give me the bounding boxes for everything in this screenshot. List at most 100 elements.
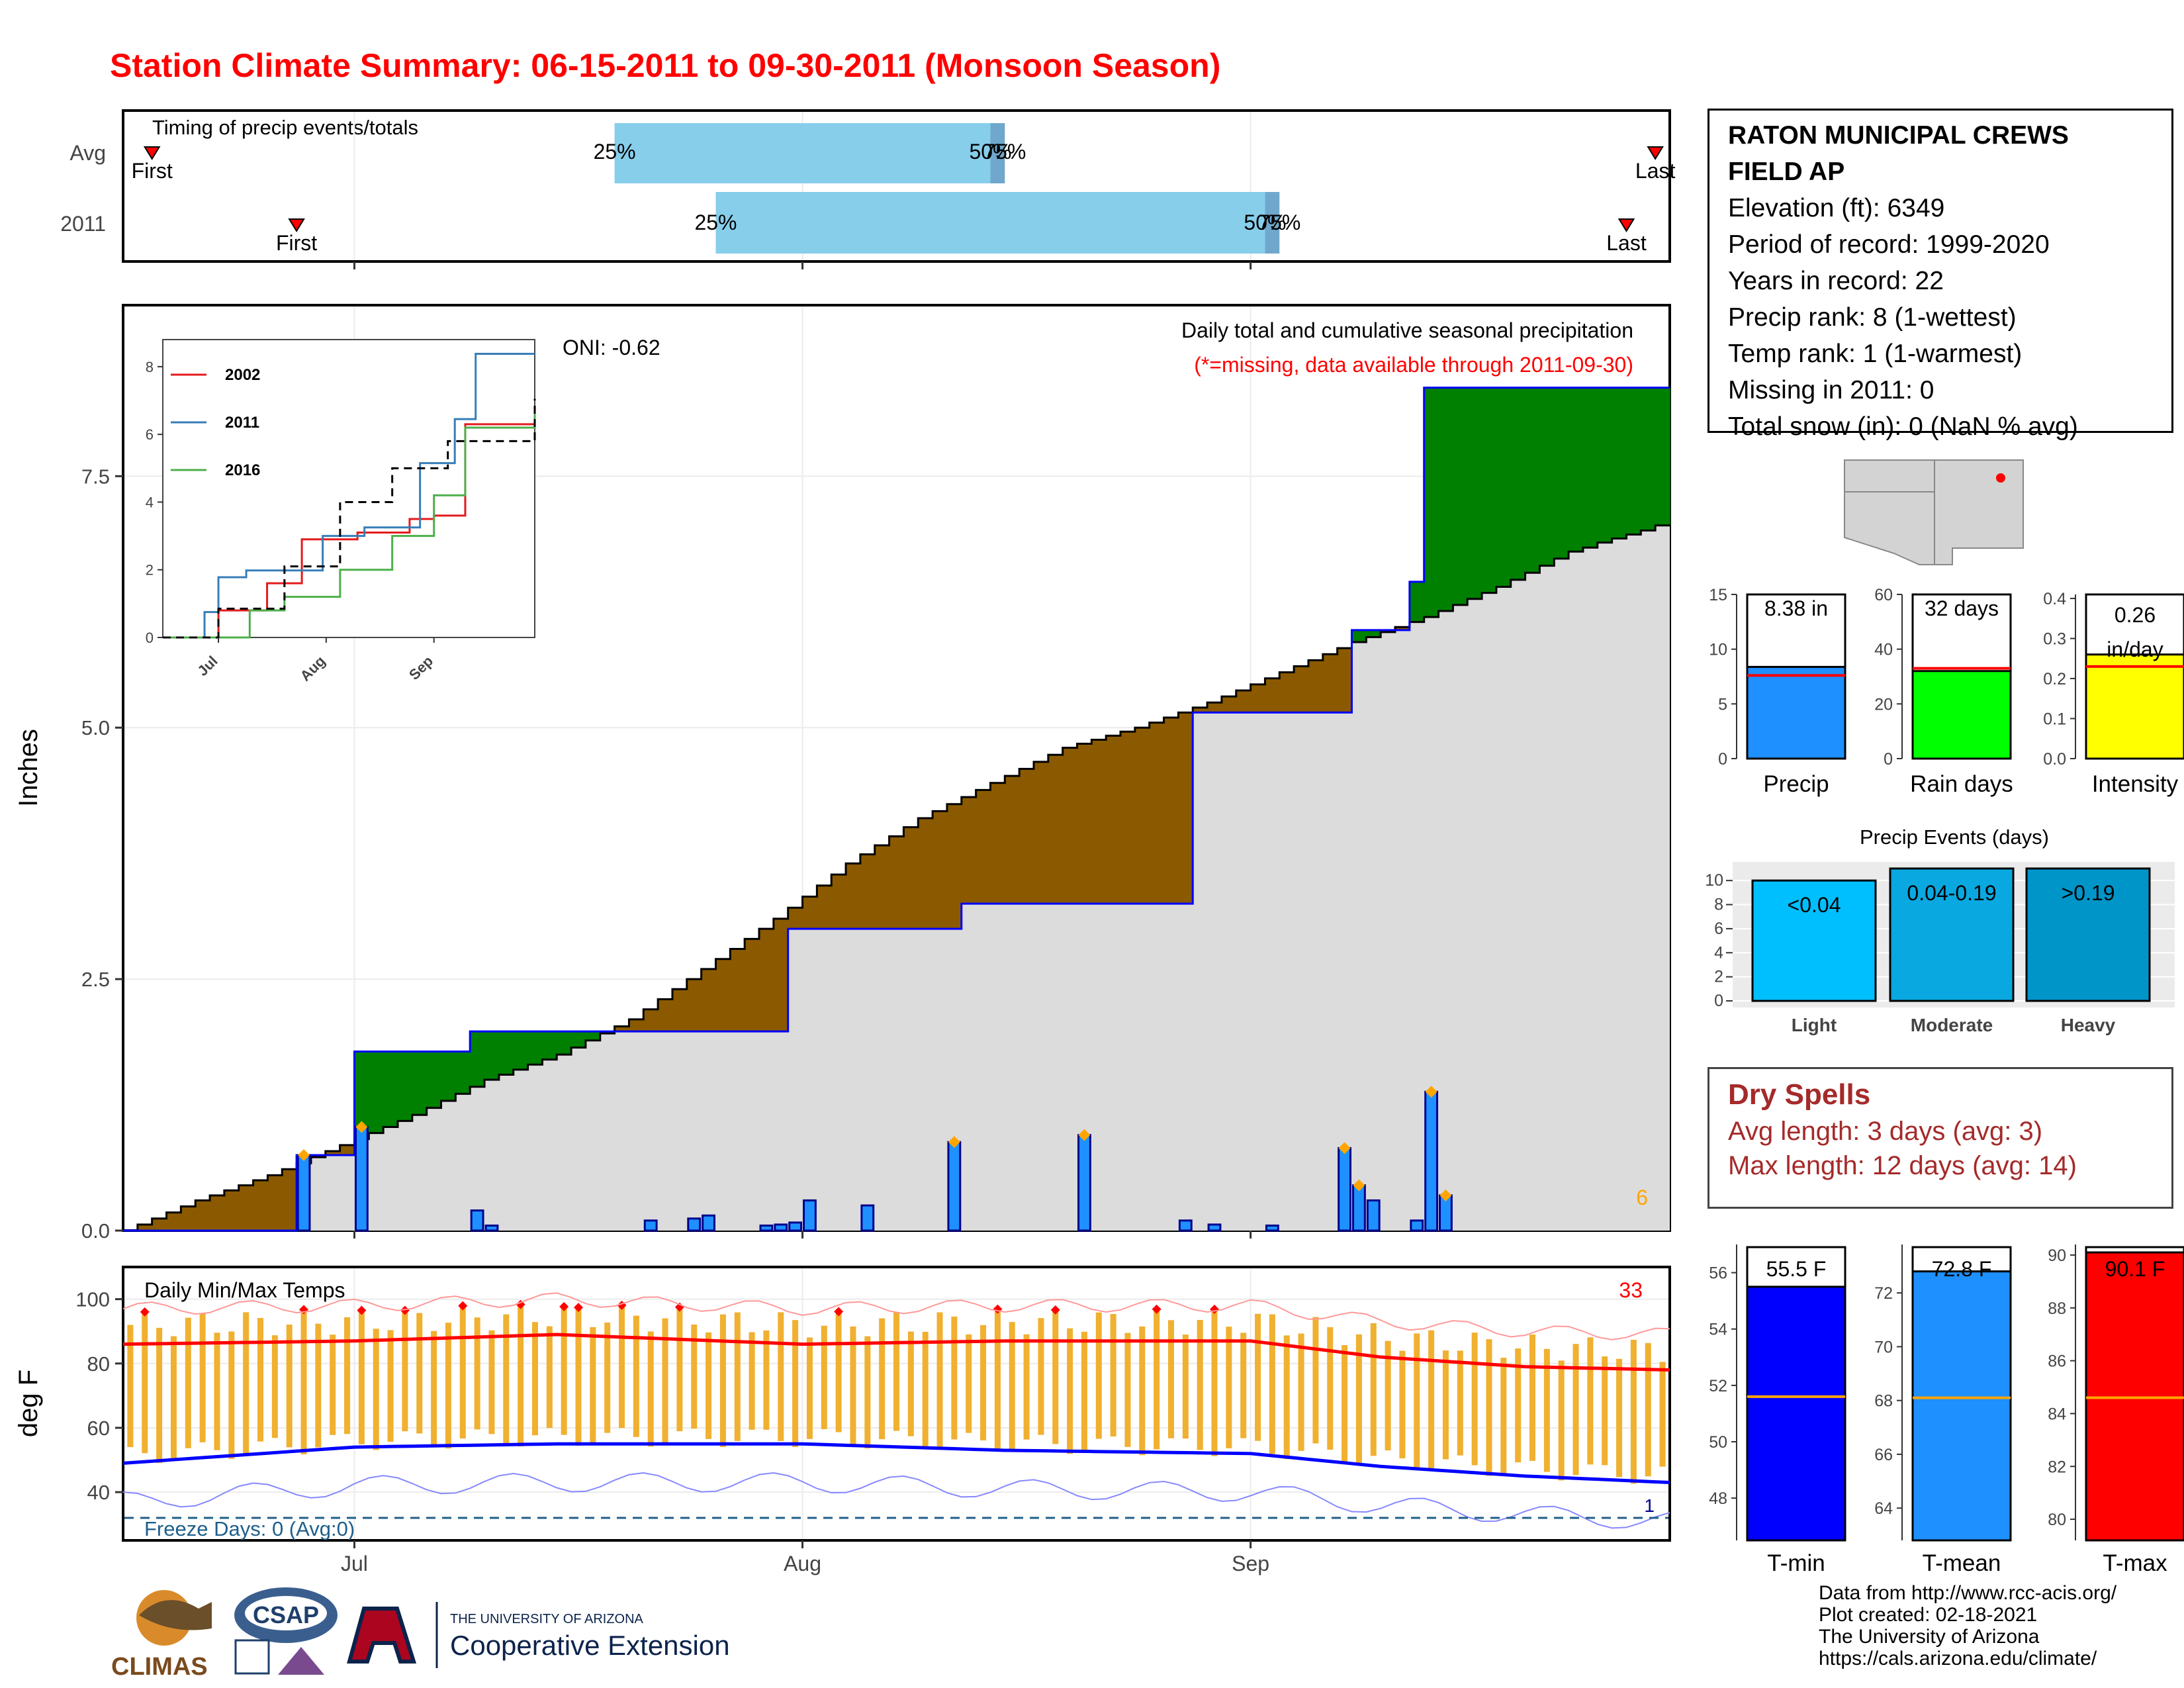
dry-spells-box: Dry Spells Avg length: 3 days (avg: 3) M… (1707, 1067, 2173, 1209)
above-avg-area (484, 1031, 500, 1080)
below-avg-area (1308, 660, 1324, 713)
below-avg-area (614, 1026, 630, 1032)
above-avg-area (441, 1051, 456, 1101)
inset-legend-label: 2002 (225, 366, 260, 384)
above-avg-area (1510, 387, 1526, 580)
temp-x-tick-label: Jul (341, 1552, 368, 1575)
above-avg-area (455, 1051, 471, 1094)
inset-y-tick-label: 6 (146, 426, 154, 443)
first-event-marker-icon (288, 218, 305, 232)
below-avg-area (253, 1180, 269, 1231)
tbar-value-label: 90.1 F (2105, 1257, 2165, 1281)
credits: Data from http://www.rcc-acis.org/ Plot … (1819, 1582, 2116, 1669)
above-avg-area (557, 1031, 572, 1055)
station-name-line1: RATON MUNICIPAL CREWS (1728, 121, 2069, 150)
record-high-marker-icon (834, 1307, 844, 1317)
above-avg-area (1409, 581, 1425, 622)
below-avg-area (1279, 672, 1295, 713)
above-avg-area (1554, 387, 1569, 559)
ua-a-icon (347, 1607, 417, 1664)
temp-y-ticks: 40 60 80 100 (75, 1288, 123, 1504)
daily-precip-bar (803, 1199, 817, 1232)
tbar-y-tick-label: 84 (2048, 1405, 2066, 1423)
station-period: Period of record: 1999-2020 (1728, 230, 2050, 259)
timing-pct-label: 25% (694, 211, 737, 234)
above-avg-area (1496, 387, 1512, 587)
temp-summary-bars: 48 50 52 54 56 55.5 F T-min 64 66 68 70 72 72.8 F T-m… (1709, 1244, 2184, 1576)
above-avg-area (1641, 387, 1656, 531)
below-avg-area (1193, 707, 1208, 713)
summary-bar-value (1746, 665, 1846, 760)
station-temp-rank: Temp rank: 1 (1-warmest) (1728, 340, 2023, 368)
summary-y-tick-label: 0.4 (2043, 590, 2066, 608)
daily-precip-bar (860, 1204, 875, 1232)
inset-legend-label: 2016 (225, 461, 260, 479)
tbar-y-tick-label: 66 (1874, 1446, 1893, 1464)
above-avg-area (1612, 387, 1627, 539)
below-avg-area (325, 1150, 341, 1156)
station-location-marker (1996, 473, 2005, 483)
below-avg-area (889, 836, 905, 929)
precip-events-chart: Precip Events (days) 0 2 4 6 8 10 <0.04 Light 0.… (1705, 825, 2175, 1035)
summary-bars: 0 5 10 15 8.38 in Precip 0 20 40 60 32 days Rain da… (1709, 586, 2184, 797)
tbar-y-tick-label: 82 (2048, 1458, 2066, 1476)
below-avg-area (918, 818, 933, 929)
above-avg-area (426, 1051, 442, 1108)
tbar-y-tick-label: 48 (1709, 1489, 1727, 1508)
above-avg-area (1453, 387, 1468, 605)
first-event-marker-icon (143, 146, 161, 160)
daily-precip-bar (702, 1214, 715, 1232)
summary-y-tick-label: 60 (1874, 586, 1893, 604)
precip-panel: 0.0 2.5 5.0 7.5 Inches ONI: -0.62 Daily tot… (14, 304, 1671, 1243)
below-avg-area (166, 1212, 181, 1231)
events-y-tick-label: 6 (1714, 919, 1723, 938)
below-avg-area (946, 804, 962, 929)
event-bar-label: >0.19 (2062, 881, 2115, 905)
below-avg-area (933, 811, 948, 929)
event-category-label: Heavy (2061, 1015, 2116, 1035)
above-avg-area (412, 1051, 428, 1115)
summary-value-label: 8.38 in (1764, 596, 1828, 620)
precip-y-tick-label: 2.5 (81, 968, 110, 991)
record-high-marker-icon (140, 1307, 150, 1317)
temp-y-tick-label: 100 (75, 1288, 110, 1311)
daily-precip-bar (1077, 1134, 1091, 1232)
precip-y-axis-label: Inches (14, 729, 43, 807)
above-avg-area (600, 1031, 615, 1034)
daily-precip-bar (759, 1224, 774, 1232)
tbar-y-tick-label: 68 (1874, 1392, 1893, 1411)
events-y-tick-label: 4 (1714, 943, 1723, 962)
daily-precip-bar (643, 1219, 658, 1232)
ua-logo: THE UNIVERSITY OF ARIZONA Cooperative Ex… (347, 1602, 730, 1668)
above-avg-area (498, 1031, 514, 1075)
precip-note: (*=missing, data available through 2011-… (1194, 353, 1633, 377)
below-avg-area (715, 959, 731, 1032)
credit-line: https://cals.arizona.edu/climate/ (1819, 1648, 2097, 1669)
above-avg-area (1525, 387, 1541, 573)
csap-mountain-icon (278, 1647, 324, 1675)
heavy-event-marker-icon (948, 1136, 960, 1149)
heavy-event-marker-icon (1425, 1086, 1437, 1098)
above-avg-area (571, 1031, 586, 1048)
daily-precip-bar (1410, 1219, 1424, 1232)
inset-legend-label: 2011 (225, 414, 259, 432)
last-event-marker-icon (1617, 218, 1635, 232)
timing-pct-label: 50% (969, 140, 1011, 164)
event-category-label: Light (1792, 1015, 1837, 1035)
below-avg-area (701, 968, 717, 1032)
summary-bar-label: Intensity (2092, 771, 2179, 797)
event-bar-label: <0.04 (1788, 893, 1841, 917)
above-avg-area (1539, 387, 1555, 566)
below-avg-area (224, 1190, 240, 1231)
below-avg-area (1207, 702, 1222, 713)
tbar-value (1746, 1286, 1846, 1542)
daily-precip-bar (1265, 1224, 1279, 1232)
summary-bar-value (2085, 653, 2184, 760)
tbar-y-tick-label: 64 (1874, 1499, 1893, 1518)
below-avg-area (1120, 731, 1136, 904)
below-avg-area (1106, 735, 1121, 904)
above-avg-area (1597, 387, 1613, 543)
record-high-marker-icon (357, 1305, 367, 1315)
climas-landscape-icon (139, 1600, 212, 1630)
